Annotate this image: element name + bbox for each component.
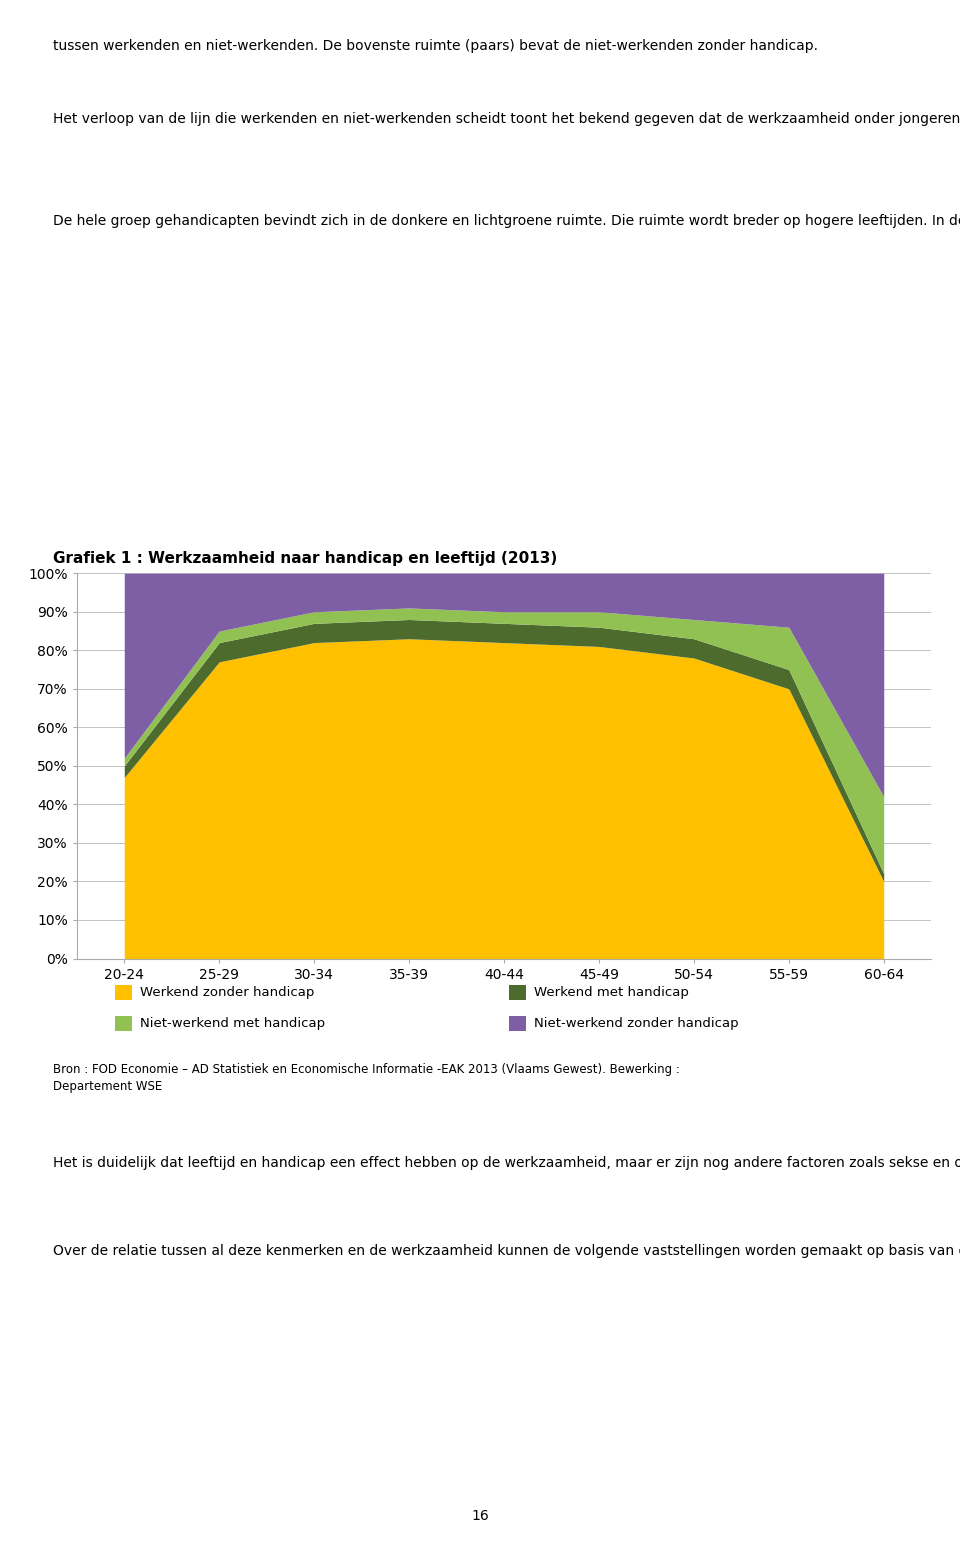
- Text: Werkend zonder handicap: Werkend zonder handicap: [140, 986, 315, 999]
- Text: Werkend met handicap: Werkend met handicap: [534, 986, 688, 999]
- Text: Bron : FOD Economie – AD Statistiek en Economische Informatie -EAK 2013 (Vlaams : Bron : FOD Economie – AD Statistiek en E…: [53, 1063, 680, 1093]
- Text: De hele groep gehandicapten bevindt zich in de donkere en lichtgroene ruimte. Di: De hele groep gehandicapten bevindt zich…: [53, 214, 960, 228]
- Text: Niet-werkend met handicap: Niet-werkend met handicap: [140, 1017, 325, 1029]
- Text: 16: 16: [471, 1509, 489, 1523]
- Text: Het is duidelijk dat leeftijd en handicap een effect hebben op de werkzaamheid, : Het is duidelijk dat leeftijd en handica…: [53, 1156, 960, 1170]
- Text: Niet-werkend zonder handicap: Niet-werkend zonder handicap: [534, 1017, 738, 1029]
- Text: Grafiek 1 : Werkzaamheid naar handicap en leeftijd (2013): Grafiek 1 : Werkzaamheid naar handicap e…: [53, 550, 557, 566]
- Text: Het verloop van de lijn die werkenden en niet-werkenden scheidt toont het bekend: Het verloop van de lijn die werkenden en…: [53, 112, 960, 126]
- Text: tussen werkenden en niet-werkenden. De bovenste ruimte (paars) bevat de niet-wer: tussen werkenden en niet-werkenden. De b…: [53, 39, 818, 52]
- Text: Over de relatie tussen al deze kenmerken en de werkzaamheid kunnen de volgende v: Over de relatie tussen al deze kenmerken…: [53, 1244, 960, 1257]
